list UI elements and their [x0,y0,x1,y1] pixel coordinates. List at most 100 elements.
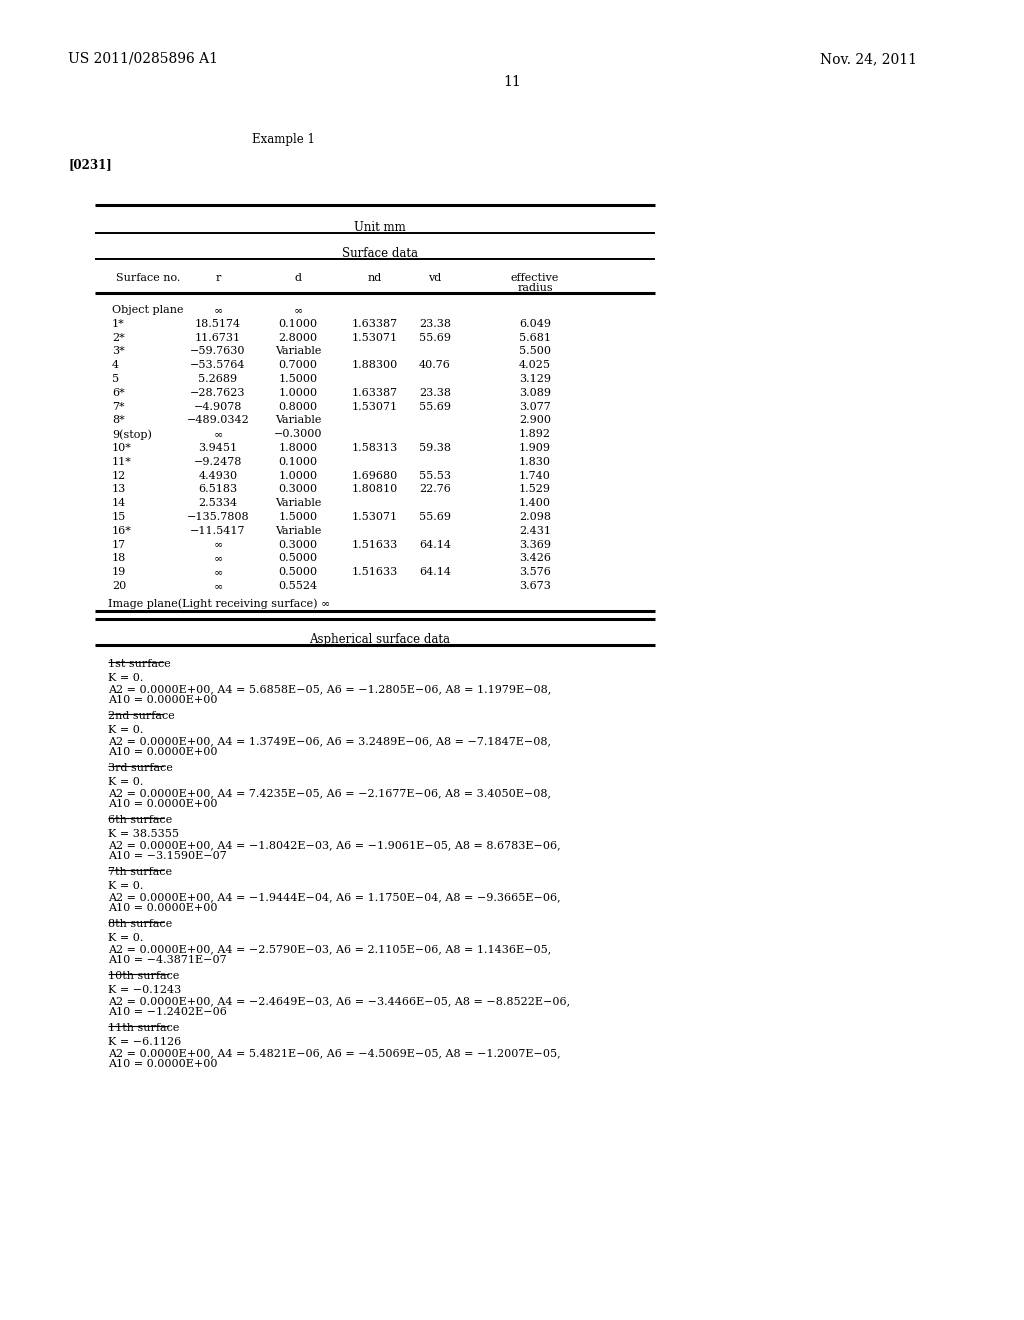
Text: 1.51633: 1.51633 [352,540,398,549]
Text: 6.5183: 6.5183 [199,484,238,495]
Text: 1.892: 1.892 [519,429,551,440]
Text: 4.025: 4.025 [519,360,551,370]
Text: ∞: ∞ [293,305,303,315]
Text: A10 = 0.0000E+00: A10 = 0.0000E+00 [108,694,217,705]
Text: 59.38: 59.38 [419,444,451,453]
Text: Surface data: Surface data [342,247,418,260]
Text: 4: 4 [112,360,119,370]
Text: −11.5417: −11.5417 [190,525,246,536]
Text: ∞: ∞ [213,553,222,564]
Text: nd: nd [368,273,382,282]
Text: Surface no.: Surface no. [116,273,180,282]
Text: Example 1: Example 1 [252,133,314,147]
Text: 18.5174: 18.5174 [195,319,241,329]
Text: 11: 11 [503,75,521,88]
Text: Nov. 24, 2011: Nov. 24, 2011 [820,51,918,66]
Text: 0.1000: 0.1000 [279,457,317,467]
Text: 1.529: 1.529 [519,484,551,495]
Text: 1*: 1* [112,319,125,329]
Text: 14: 14 [112,498,126,508]
Text: 1.0000: 1.0000 [279,471,317,480]
Text: A10 = 0.0000E+00: A10 = 0.0000E+00 [108,799,217,809]
Text: 23.38: 23.38 [419,319,451,329]
Text: 9(stop): 9(stop) [112,429,152,440]
Text: −28.7623: −28.7623 [190,388,246,397]
Text: 3rd surface: 3rd surface [108,763,173,772]
Text: 11th surface: 11th surface [108,1023,179,1032]
Text: −53.5764: −53.5764 [190,360,246,370]
Text: A2 = 0.0000E+00, A4 = 5.6858E−05, A6 = −1.2805E−06, A8 = 1.1979E−08,: A2 = 0.0000E+00, A4 = 5.6858E−05, A6 = −… [108,684,551,694]
Text: 5.681: 5.681 [519,333,551,343]
Text: ∞: ∞ [213,540,222,549]
Text: 1.5000: 1.5000 [279,374,317,384]
Text: A10 = 0.0000E+00: A10 = 0.0000E+00 [108,903,217,913]
Text: 2.098: 2.098 [519,512,551,521]
Text: 1.63387: 1.63387 [352,388,398,397]
Text: 8*: 8* [112,416,125,425]
Text: 3.129: 3.129 [519,374,551,384]
Text: K = 38.5355: K = 38.5355 [108,829,179,838]
Text: 0.5524: 0.5524 [279,581,317,591]
Text: 55.69: 55.69 [419,333,451,343]
Text: 0.5000: 0.5000 [279,568,317,577]
Text: −489.0342: −489.0342 [186,416,250,425]
Text: 0.3000: 0.3000 [279,484,317,495]
Text: 1.53071: 1.53071 [352,333,398,343]
Text: radius: radius [517,282,553,293]
Text: 0.5000: 0.5000 [279,553,317,564]
Text: r: r [215,273,221,282]
Text: A2 = 0.0000E+00, A4 = −1.8042E−03, A6 = −1.9061E−05, A8 = 8.6783E−06,: A2 = 0.0000E+00, A4 = −1.8042E−03, A6 = … [108,840,560,850]
Text: 7th surface: 7th surface [108,867,172,876]
Text: 8th surface: 8th surface [108,919,172,929]
Text: 17: 17 [112,540,126,549]
Text: −59.7630: −59.7630 [190,346,246,356]
Text: 1.740: 1.740 [519,471,551,480]
Text: 64.14: 64.14 [419,568,451,577]
Text: 6.049: 6.049 [519,319,551,329]
Text: 6th surface: 6th surface [108,814,172,825]
Text: A2 = 0.0000E+00, A4 = 1.3749E−06, A6 = 3.2489E−06, A8 = −7.1847E−08,: A2 = 0.0000E+00, A4 = 1.3749E−06, A6 = 3… [108,735,551,746]
Text: ∞: ∞ [213,568,222,577]
Text: 3.369: 3.369 [519,540,551,549]
Text: 1.830: 1.830 [519,457,551,467]
Text: 1.53071: 1.53071 [352,401,398,412]
Text: 5.2689: 5.2689 [199,374,238,384]
Text: 2.431: 2.431 [519,525,551,536]
Text: Aspherical surface data: Aspherical surface data [309,632,451,645]
Text: 0.8000: 0.8000 [279,401,317,412]
Text: A10 = −4.3871E−07: A10 = −4.3871E−07 [108,954,226,965]
Text: 64.14: 64.14 [419,540,451,549]
Text: A2 = 0.0000E+00, A4 = −2.5790E−03, A6 = 2.1105E−06, A8 = 1.1436E−05,: A2 = 0.0000E+00, A4 = −2.5790E−03, A6 = … [108,944,551,954]
Text: 3.426: 3.426 [519,553,551,564]
Text: A2 = 0.0000E+00, A4 = 7.4235E−05, A6 = −2.1677E−06, A8 = 3.4050E−08,: A2 = 0.0000E+00, A4 = 7.4235E−05, A6 = −… [108,788,551,797]
Text: 3*: 3* [112,346,125,356]
Text: 3.089: 3.089 [519,388,551,397]
Text: 1.53071: 1.53071 [352,512,398,521]
Text: 3.077: 3.077 [519,401,551,412]
Text: A10 = −3.1590E−07: A10 = −3.1590E−07 [108,851,226,861]
Text: d: d [295,273,301,282]
Text: 1.909: 1.909 [519,444,551,453]
Text: 1.0000: 1.0000 [279,388,317,397]
Text: 40.76: 40.76 [419,360,451,370]
Text: 5: 5 [112,374,119,384]
Text: 1.63387: 1.63387 [352,319,398,329]
Text: 1.51633: 1.51633 [352,568,398,577]
Text: Variable: Variable [274,525,322,536]
Text: 1.8000: 1.8000 [279,444,317,453]
Text: 4.4930: 4.4930 [199,471,238,480]
Text: vd: vd [428,273,441,282]
Text: 23.38: 23.38 [419,388,451,397]
Text: K = 0.: K = 0. [108,725,143,735]
Text: Variable: Variable [274,416,322,425]
Text: 20: 20 [112,581,126,591]
Text: 6*: 6* [112,388,125,397]
Text: ∞: ∞ [213,429,222,440]
Text: −135.7808: −135.7808 [186,512,249,521]
Text: 18: 18 [112,553,126,564]
Text: 11*: 11* [112,457,132,467]
Text: 3.9451: 3.9451 [199,444,238,453]
Text: A10 = 0.0000E+00: A10 = 0.0000E+00 [108,747,217,756]
Text: 1.88300: 1.88300 [352,360,398,370]
Text: 5.500: 5.500 [519,346,551,356]
